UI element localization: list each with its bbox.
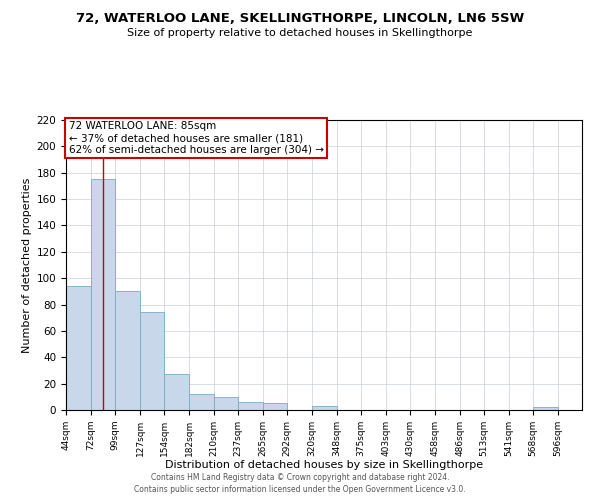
Text: Contains public sector information licensed under the Open Government Licence v3: Contains public sector information licen… bbox=[134, 485, 466, 494]
Bar bbox=[263, 404, 287, 410]
X-axis label: Distribution of detached houses by size in Skellingthorpe: Distribution of detached houses by size … bbox=[165, 460, 483, 470]
Text: 72 WATERLOO LANE: 85sqm
← 37% of detached houses are smaller (181)
62% of semi-d: 72 WATERLOO LANE: 85sqm ← 37% of detache… bbox=[68, 122, 323, 154]
Bar bbox=[214, 397, 238, 410]
Bar bbox=[140, 312, 164, 410]
Text: 72, WATERLOO LANE, SKELLINGTHORPE, LINCOLN, LN6 5SW: 72, WATERLOO LANE, SKELLINGTHORPE, LINCO… bbox=[76, 12, 524, 26]
Bar bbox=[238, 402, 263, 410]
Text: Size of property relative to detached houses in Skellingthorpe: Size of property relative to detached ho… bbox=[127, 28, 473, 38]
Text: Contains HM Land Registry data © Crown copyright and database right 2024.: Contains HM Land Registry data © Crown c… bbox=[151, 472, 449, 482]
Y-axis label: Number of detached properties: Number of detached properties bbox=[22, 178, 32, 352]
Bar bbox=[189, 394, 214, 410]
Bar bbox=[533, 408, 558, 410]
Bar bbox=[115, 292, 140, 410]
Bar bbox=[66, 286, 91, 410]
Bar bbox=[164, 374, 189, 410]
Bar bbox=[91, 180, 115, 410]
Bar bbox=[312, 406, 337, 410]
